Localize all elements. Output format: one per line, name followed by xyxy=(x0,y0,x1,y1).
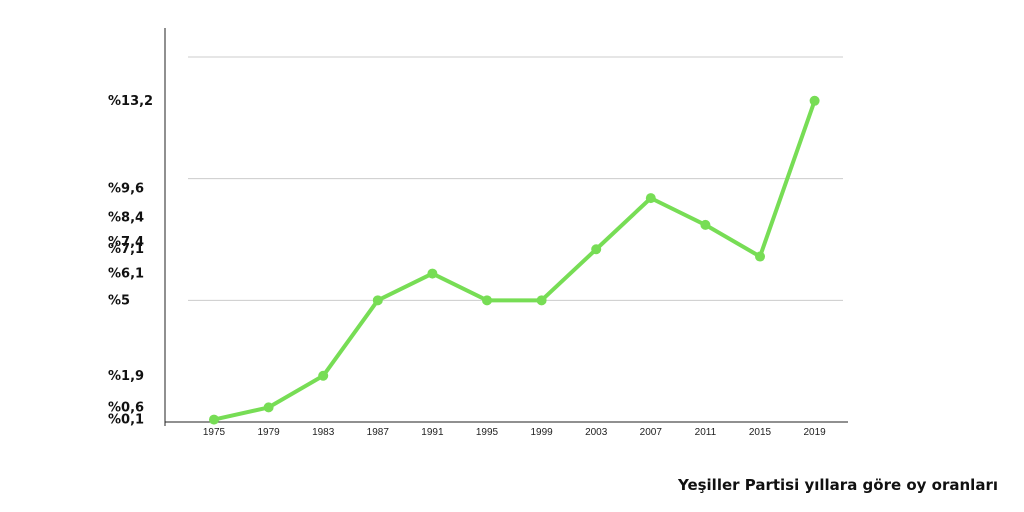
x-tick-label: 1979 xyxy=(257,427,280,438)
data-point xyxy=(645,193,656,204)
x-tick-label: 1975 xyxy=(203,427,226,438)
y-tick-label: %5 xyxy=(108,293,130,308)
x-tick-label: 1987 xyxy=(367,427,390,438)
series-votes xyxy=(209,95,820,425)
data-point xyxy=(482,295,492,306)
y-tick-label: %9,6 xyxy=(108,181,144,196)
y-tick-label: %13,2 xyxy=(108,94,153,109)
y-tick-label: %7,4 xyxy=(108,235,144,250)
x-tick-label: 1991 xyxy=(421,427,444,438)
x-tick-label: 2019 xyxy=(803,427,826,438)
y-tick-labels: %13,2 %9,6 %8,4 %7,4%7,1 %6,1 %5 %1,9 %0,6%0,1 xyxy=(108,94,153,428)
data-point xyxy=(536,295,547,306)
y-tick-label: %7,1 xyxy=(108,242,144,257)
y-tick-label: %1,9 xyxy=(108,369,144,384)
y-tick-label: %8,4 xyxy=(108,211,144,226)
gridlines xyxy=(188,56,843,301)
y-tick-label: %0,1 xyxy=(108,413,144,428)
x-tick-label: 2015 xyxy=(749,427,772,438)
data-point xyxy=(591,244,602,255)
series-line xyxy=(212,98,817,422)
data-point xyxy=(263,402,274,413)
x-tick-labels: 1975 1979 1983 1987 1991 1995 1999 2003 2007 2011… xyxy=(164,422,826,438)
x-tick-label: 2007 xyxy=(640,427,663,438)
y-tick-label: %0,6 xyxy=(108,400,144,415)
data-point xyxy=(372,295,383,306)
data-point xyxy=(809,95,820,106)
x-tick-label: 1983 xyxy=(312,427,335,438)
x-tick-label: 1999 xyxy=(530,427,553,438)
chart-caption: Yeşiller Partisi yıllara göre oy oranlar… xyxy=(677,476,998,494)
data-point xyxy=(318,370,329,381)
data-point xyxy=(700,219,711,230)
x-tick-label: 2003 xyxy=(585,427,608,438)
y-tick-label: %6,1 xyxy=(108,267,144,282)
data-point xyxy=(209,414,219,425)
x-tick-label: 1995 xyxy=(476,427,499,438)
data-point xyxy=(427,268,438,279)
data-point xyxy=(755,251,765,262)
x-tick-label: 2011 xyxy=(695,427,717,438)
